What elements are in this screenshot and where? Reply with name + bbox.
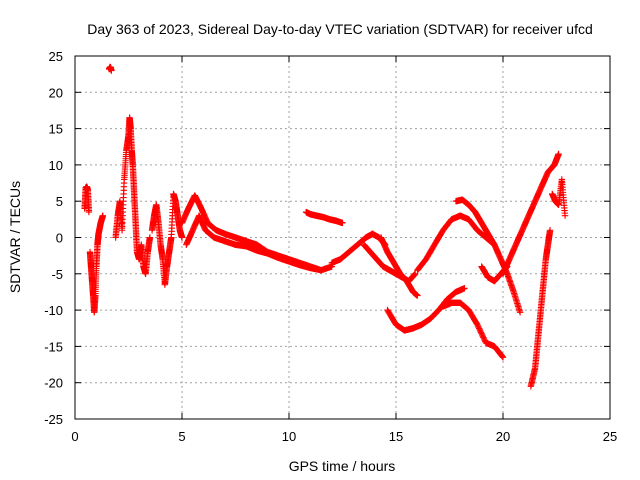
x-tick-label: 20 [496, 429, 510, 444]
data-point [546, 227, 554, 234]
data-point [146, 234, 154, 241]
data-point [412, 270, 419, 277]
data-point [339, 219, 346, 227]
data-point [414, 292, 421, 299]
series-7 [302, 208, 346, 227]
x-tick-label: 10 [282, 429, 296, 444]
series-14 [452, 196, 524, 316]
data-point [498, 352, 505, 359]
x-tick-label: 0 [71, 429, 78, 444]
series-5 [178, 192, 325, 274]
y-tick-label: -25 [44, 412, 63, 427]
series-13 [414, 212, 498, 274]
data-point [555, 150, 562, 158]
y-tick-label: 15 [49, 122, 63, 137]
series-11 [384, 285, 468, 334]
series-6 [183, 212, 335, 274]
y-tick-label: 5 [56, 194, 63, 209]
series-12 [439, 299, 507, 361]
series-16 [499, 150, 562, 277]
y-tick-label: -15 [44, 339, 63, 354]
series-17 [527, 227, 554, 390]
y-tick-label: -10 [44, 303, 63, 318]
grid-lines [75, 56, 610, 419]
y-tick-label: 10 [49, 158, 63, 173]
series-0 [81, 183, 93, 216]
x-tick-label: 25 [603, 429, 617, 444]
series-1 [86, 212, 107, 316]
data-point [499, 354, 507, 361]
data-point [85, 208, 93, 216]
chart-title: Day 363 of 2023, Sidereal Day-to-day VTE… [87, 21, 593, 37]
data-point [499, 353, 506, 360]
series-4 [148, 190, 186, 288]
data-point [461, 285, 468, 292]
y-tick-label: 20 [49, 85, 63, 100]
data-point [99, 212, 107, 219]
y-tick-label: -20 [44, 376, 63, 391]
y-axis-ticks: -25 -20 -15 -10 -5 0 5 10 15 20 25 [44, 49, 610, 427]
y-tick-label: -5 [51, 267, 63, 282]
data-points [81, 63, 569, 390]
series-3 [112, 114, 154, 277]
data-point [108, 67, 115, 74]
y-tick-label: 0 [56, 231, 63, 246]
x-axis-label: GPS time / hours [289, 458, 396, 474]
x-axis-ticks: 0 5 10 15 20 25 [71, 56, 617, 444]
x-tick-label: 5 [178, 429, 185, 444]
series-10 [377, 234, 421, 299]
data-point [516, 309, 524, 316]
data-point [561, 212, 569, 219]
x-tick-label: 15 [389, 429, 403, 444]
series-2 [106, 63, 115, 74]
y-tick-label: 25 [49, 49, 63, 64]
data-point [178, 234, 186, 241]
series-9 [360, 241, 419, 285]
series-18 [549, 176, 569, 219]
y-axis-label: SDTVAR / TECUs [7, 181, 23, 293]
